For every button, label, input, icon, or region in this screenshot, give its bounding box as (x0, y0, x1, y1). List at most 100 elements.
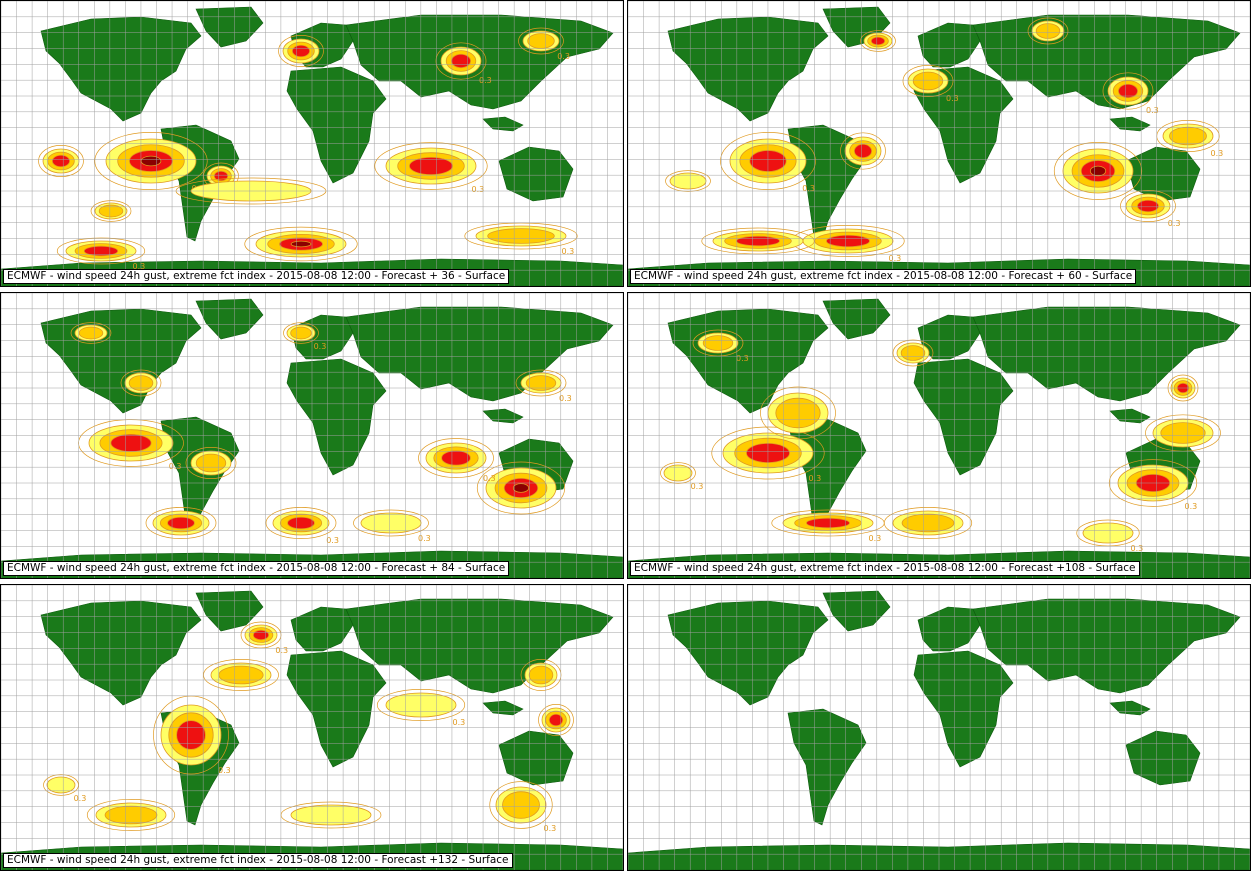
efi-level-2-contour (1160, 422, 1206, 444)
landmass-australia (498, 730, 574, 786)
efi-anomaly-blob (476, 461, 566, 515)
landmass-africa (286, 650, 387, 768)
contour-label: 0.3 (326, 536, 339, 545)
efi-anomaly-blob (86, 799, 176, 831)
landmass-australia (1125, 730, 1201, 786)
efi-level-4-contour (1089, 165, 1107, 177)
efi-level-3-contour (1117, 83, 1138, 99)
efi-level-2-contour (487, 228, 555, 244)
map-canvas: 0.3 0.3 0.3 0.3 0.3 0.3 (1, 1, 623, 286)
landmass-north-america (667, 600, 829, 706)
contour-label: 0.3 (691, 482, 704, 491)
lat-lon-grid (628, 585, 1250, 870)
landmass-greenland (822, 298, 891, 340)
efi-level-1-contour (663, 464, 693, 482)
efi-outer-contour (70, 322, 112, 344)
efi-level-1-contour (46, 776, 76, 794)
efi-outer-contour (860, 30, 896, 52)
contour-label: 0.3 (169, 462, 182, 471)
efi-level-2-contour (290, 326, 312, 340)
efi-level-2-contour (775, 397, 821, 429)
efi-level-2-contour (78, 326, 104, 340)
map-canvas: 0.3 0.3 0.3 0.3 0.3 0.3 (1, 293, 623, 578)
efi-outer-contour (489, 781, 553, 829)
efi-anomaly-blob: 0.3 (1102, 72, 1159, 115)
contour-label: 0.3 (544, 824, 557, 833)
efi-outer-contour (283, 322, 319, 344)
map-panel-forecast-108: 0.3 0.3 0.3 0.3 0.3 0.3 ECMWF - wind speed 24… (627, 292, 1251, 579)
efi-outer-contour (660, 462, 696, 484)
map-panel-forecast-60: 0.3 0.3 0.3 0.3 0.3 0.3 ECMWF - wind speed 24… (627, 0, 1251, 287)
landmass-asia (972, 14, 1241, 110)
efi-level-3-contour (408, 156, 453, 176)
efi-anomaly-blob (280, 801, 382, 829)
efi-level-3-contour (291, 44, 311, 58)
efi-anomaly-blob (1053, 142, 1143, 200)
efi-anomaly-blob (701, 227, 815, 255)
efi-outer-contour (1102, 72, 1154, 110)
efi-anomaly-blob (520, 659, 562, 691)
efi-anomaly-blob (203, 162, 239, 190)
landmass-indonesia (482, 408, 524, 424)
efi-anomaly-blob (1145, 414, 1221, 452)
efi-outer-contour (86, 799, 176, 831)
efi-outer-contour (278, 35, 324, 67)
landmass-indonesia (1109, 408, 1151, 424)
efi-field-layer: 0.3 0.3 0.3 0.3 0.3 (43, 621, 574, 833)
efi-outer-contour (265, 507, 337, 539)
efi-anomaly-blob: 0.3 (464, 222, 578, 256)
landmass-africa (286, 66, 387, 184)
contour-label: 0.3 (453, 718, 466, 727)
efi-anomaly-blob (538, 704, 574, 736)
landmass-africa (286, 358, 387, 476)
map-panel-forecast-132: 0.3 0.3 0.3 0.3 0.3 ECMWF - wind speed 24h g… (0, 584, 624, 871)
landmass-indonesia (482, 700, 524, 716)
contour-label: 0.3 (869, 534, 882, 543)
efi-level-3-contour (287, 516, 315, 530)
efi-level-3-contour (441, 450, 471, 466)
efi-outer-contour (1120, 190, 1176, 222)
landmass-asia (345, 306, 614, 402)
efi-outer-contour (883, 507, 973, 539)
efi-anomaly-blob (70, 322, 112, 344)
efi-level-2-contour (912, 71, 944, 91)
contour-label: 0.3 (275, 646, 288, 655)
efi-outer-contour (1076, 519, 1140, 547)
map-canvas: 0.3 0.3 0.3 0.3 0.3 0.3 (628, 293, 1250, 578)
efi-anomaly-blob (90, 200, 132, 222)
efi-outer-contour (435, 42, 487, 80)
efi-level-3-contour (870, 36, 886, 46)
landmass-australia (498, 146, 574, 202)
efi-level-2-contour (218, 665, 264, 685)
efi-level-3-contour (51, 154, 71, 168)
efi-level-3-contour (252, 629, 270, 641)
map-canvas (628, 585, 1250, 870)
efi-level-3-contour (805, 517, 850, 529)
landmass-greenland (195, 590, 264, 632)
contour-label: 0.3 (218, 766, 231, 775)
landmass-asia (972, 598, 1241, 694)
efi-outer-contour (464, 222, 578, 250)
lat-lon-grid (1, 585, 623, 870)
landmass-south-america (787, 708, 867, 826)
map-panel-empty (627, 584, 1251, 871)
efi-outer-contour (692, 329, 744, 357)
landmass-indonesia (482, 116, 524, 132)
efi-level-2-contour (528, 665, 554, 685)
panel-caption: ECMWF - wind speed 24h gust, extreme fct… (3, 853, 513, 868)
contour-label: 0.3 (314, 342, 327, 351)
map-panel-forecast-36: 0.3 0.3 0.3 0.3 0.3 0.3 ECMWF - wind speed 24… (0, 0, 624, 287)
contour-label: 0.3 (1131, 544, 1144, 553)
efi-level-2-contour (525, 375, 557, 391)
efi-anomaly-blob: 0.3 (153, 695, 231, 775)
contour-label: 0.3 (133, 262, 146, 271)
efi-level-2-contour (104, 805, 158, 825)
landmass-africa (913, 358, 1014, 476)
landmass-indonesia (1109, 116, 1151, 132)
map-canvas: 0.3 0.3 0.3 0.3 0.3 (1, 585, 623, 870)
efi-anomaly-blob (883, 507, 973, 539)
efi-level-2-contour (502, 791, 540, 819)
efi-outer-contour (90, 200, 132, 222)
efi-level-3-contour (110, 433, 152, 453)
efi-anomaly-blob (760, 386, 836, 440)
